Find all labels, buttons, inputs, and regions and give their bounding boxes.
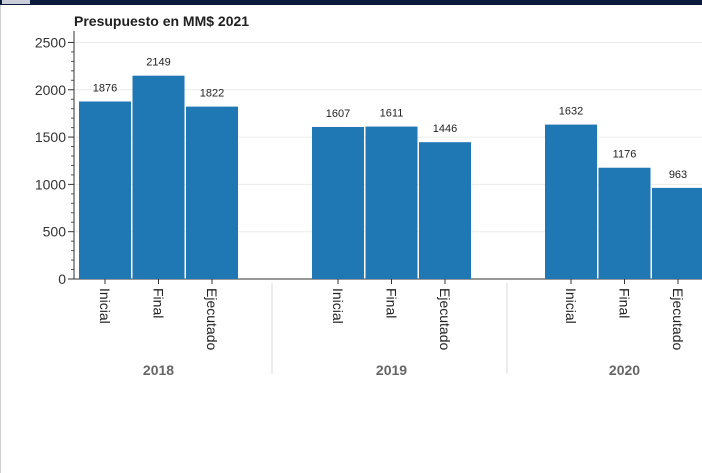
- bar: [419, 142, 471, 279]
- y-tick-label: 1000: [35, 176, 66, 192]
- bar: [312, 126, 364, 279]
- bar: [365, 126, 418, 279]
- bar: [598, 167, 651, 279]
- bar-value-label: 1446: [433, 123, 457, 135]
- bar-value-label: 1822: [200, 88, 224, 100]
- bar: [186, 106, 238, 279]
- bar-value-label: 963: [669, 169, 687, 181]
- bar: [652, 187, 702, 279]
- bar-value-label: 1176: [613, 149, 637, 161]
- bar-value-label: 1607: [326, 108, 350, 120]
- x-category-label: Inicial: [563, 288, 579, 324]
- x-group-label: 2019: [376, 362, 407, 378]
- x-category-label: Inicial: [97, 288, 113, 324]
- x-category-label: Inicial: [330, 288, 346, 324]
- x-group-label: 2018: [143, 362, 174, 378]
- chart-frame: [0, 5, 701, 473]
- y-tick-label: 1500: [35, 129, 66, 145]
- bar-value-label: 1611: [380, 108, 404, 120]
- bar: [79, 101, 131, 279]
- y-tick-label: 500: [43, 224, 67, 240]
- bar: [545, 124, 597, 279]
- bar-value-label: 1876: [93, 83, 117, 95]
- x-category-label: Ejecutado: [670, 288, 686, 350]
- x-category-label: Ejecutado: [204, 288, 220, 350]
- chart-title: Presupuesto en MM$ 2021: [74, 13, 250, 29]
- top-bar-accent: [2, 0, 30, 4]
- x-category-label: Final: [151, 288, 167, 318]
- top-window-bar: [0, 0, 702, 5]
- bar: [132, 75, 185, 279]
- bar-value-label: 1632: [559, 106, 583, 118]
- x-category-label: Final: [384, 288, 400, 318]
- bar-value-label: 2149: [146, 57, 170, 69]
- x-category-label: Ejecutado: [437, 288, 453, 350]
- x-category-label: Final: [617, 288, 633, 318]
- x-group-label: 2020: [609, 362, 640, 378]
- y-tick-label: 0: [58, 271, 66, 287]
- y-tick-label: 2500: [35, 34, 66, 50]
- y-tick-label: 2000: [35, 82, 66, 98]
